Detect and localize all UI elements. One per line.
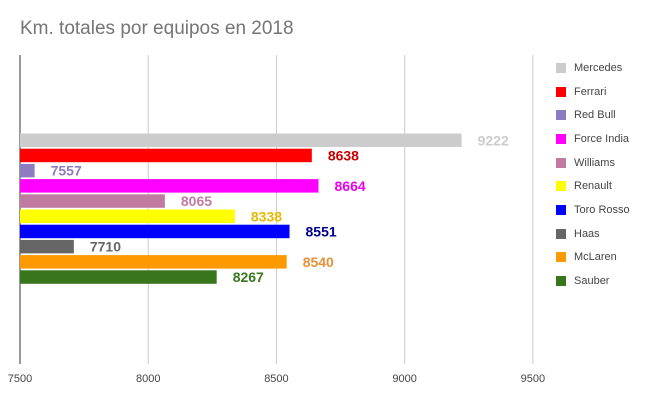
legend-item: Haas xyxy=(556,222,630,246)
legend-swatch xyxy=(556,110,566,121)
data-label: 8540 xyxy=(303,254,334,270)
data-label: 8664 xyxy=(335,178,366,194)
x-tick-label: 9500 xyxy=(521,373,545,385)
legend-swatch xyxy=(556,86,566,97)
x-tick-label: 9000 xyxy=(392,373,416,385)
legend-label: Williams xyxy=(574,156,615,169)
x-tick-label: 8000 xyxy=(136,373,160,385)
legend-swatch xyxy=(556,204,566,215)
chart-title: Km. totales por equipos en 2018 xyxy=(20,18,294,39)
legend-swatch xyxy=(556,276,566,287)
bar-renault xyxy=(20,209,235,223)
bar-force-india xyxy=(20,179,319,193)
data-label: 8638 xyxy=(328,147,359,163)
legend-swatch xyxy=(556,62,566,73)
legend-swatch xyxy=(556,133,566,144)
x-tick-label: 7500 xyxy=(8,373,32,385)
data-label: 8338 xyxy=(251,208,282,224)
legend-item: Red Bull xyxy=(556,103,630,127)
data-label: 8267 xyxy=(233,269,264,285)
bar-mercedes xyxy=(20,133,462,147)
data-label: 8065 xyxy=(181,193,212,209)
legend-label: Red Bull xyxy=(574,109,616,122)
bar-williams xyxy=(20,194,165,208)
chart-legend: Mercedes Ferrari Red Bull Force India Willia… xyxy=(556,56,630,293)
legend-label: Mercedes xyxy=(574,61,623,74)
legend-swatch xyxy=(556,181,566,192)
legend-swatch xyxy=(556,157,566,168)
legend-label: Haas xyxy=(574,227,600,240)
bar-haas xyxy=(20,239,74,254)
legend-label: McLaren xyxy=(574,251,617,264)
bar-ferrari xyxy=(20,148,312,163)
data-label: 7557 xyxy=(51,163,82,179)
legend-label: Renault xyxy=(574,180,612,193)
legend-item: Renault xyxy=(556,174,630,198)
legend-item: McLaren xyxy=(556,246,630,270)
bar-red-bull xyxy=(20,163,35,178)
legend-label: Ferrari xyxy=(574,85,607,98)
legend-swatch xyxy=(556,228,566,239)
legend-label: Force India xyxy=(574,132,630,145)
legend-swatch xyxy=(556,252,566,263)
legend-item: Sauber xyxy=(556,269,630,293)
x-tick-label: 8500 xyxy=(264,373,288,385)
data-label: 9222 xyxy=(478,132,509,148)
bar-toro-rosso xyxy=(20,224,290,239)
legend-item: Ferrari xyxy=(556,80,630,104)
legend-label: Sauber xyxy=(574,275,610,288)
bar-mclaren xyxy=(20,255,287,269)
bar-sauber xyxy=(20,270,217,284)
legend-item: Mercedes xyxy=(556,56,630,80)
legend-label: Toro Rosso xyxy=(574,203,630,216)
legend-item: Toro Rosso xyxy=(556,198,630,222)
legend-item: Force India xyxy=(556,127,630,151)
data-label: 7710 xyxy=(90,239,121,255)
legend-item: Williams xyxy=(556,151,630,175)
data-label: 8551 xyxy=(306,223,337,239)
